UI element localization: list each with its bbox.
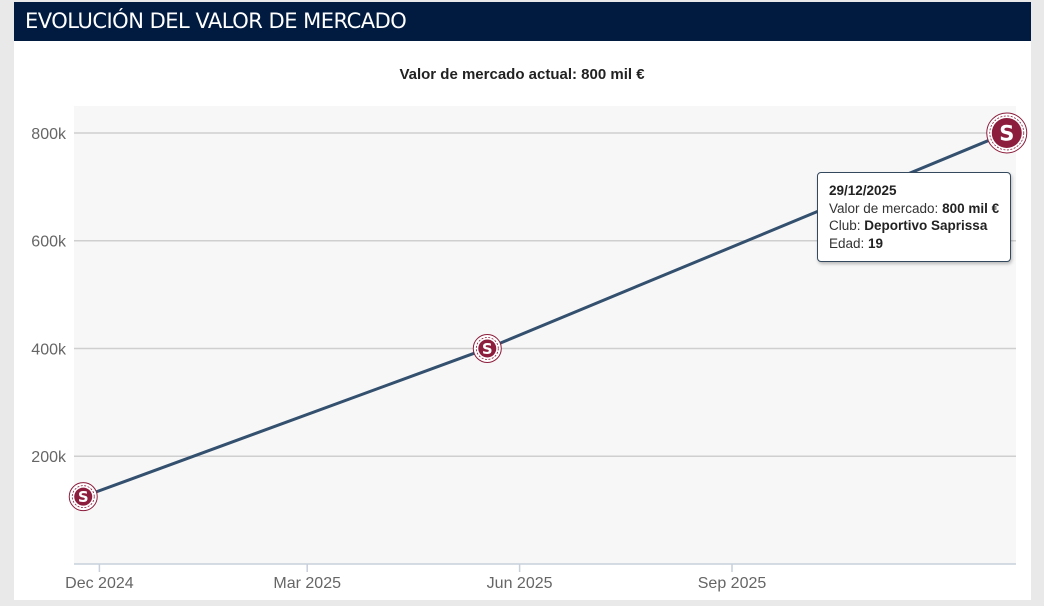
x-tick-label: Dec 2024 (65, 575, 134, 592)
chart-subtitle: Valor de mercado actual: 800 mil € (399, 66, 645, 83)
tooltip-value-label: Valor de mercado: (829, 200, 943, 216)
crest-letter: S (482, 341, 493, 358)
tooltip-date: 29/12/2025 (829, 183, 897, 198)
crest-shield (991, 117, 1022, 148)
club-crest-icon: S (68, 482, 98, 512)
x-tick-label: Jun 2025 (487, 575, 553, 592)
tooltip-age: 19 (868, 235, 884, 251)
crest-ring (989, 115, 1025, 151)
club-crest-icon: S (986, 112, 1028, 154)
section-header: EVOLUCIÓN DEL VALOR DE MERCADO (14, 2, 1031, 41)
tooltip-club: Deportivo Saprissa (864, 218, 988, 233)
market-value-card: EVOLUCIÓN DEL VALOR DE MERCADO Valor de … (14, 2, 1031, 600)
crest-letter: S (999, 122, 1014, 146)
crest-ring (71, 485, 95, 509)
data-point-tooltip: 29/12/2025 Valor de mercado: 800 mil € C… (817, 172, 1011, 262)
tooltip-value: 800 mil € (942, 200, 1000, 216)
tooltip-age-label: Edad: (829, 235, 869, 251)
market-value-chart: Valor de mercado actual: 800 mil € Dec 2… (31, 66, 1028, 592)
crest-shield (478, 339, 497, 358)
club-crest-icon: S (472, 333, 502, 363)
y-tick-label: 200k (31, 449, 67, 466)
tooltip-club-label: Club: (829, 218, 865, 233)
y-tick-label: 600k (31, 234, 67, 251)
crest-shield (74, 487, 93, 506)
y-tick-label: 400k (31, 341, 67, 358)
x-tick-label: Mar 2025 (273, 575, 341, 592)
x-tick-label: Sep 2025 (698, 575, 767, 592)
section-title: EVOLUCIÓN DEL VALOR DE MERCADO (25, 9, 407, 33)
crest-ring (475, 337, 499, 360)
y-tick-label: 800k (31, 126, 67, 143)
crest-letter: S (78, 489, 89, 506)
